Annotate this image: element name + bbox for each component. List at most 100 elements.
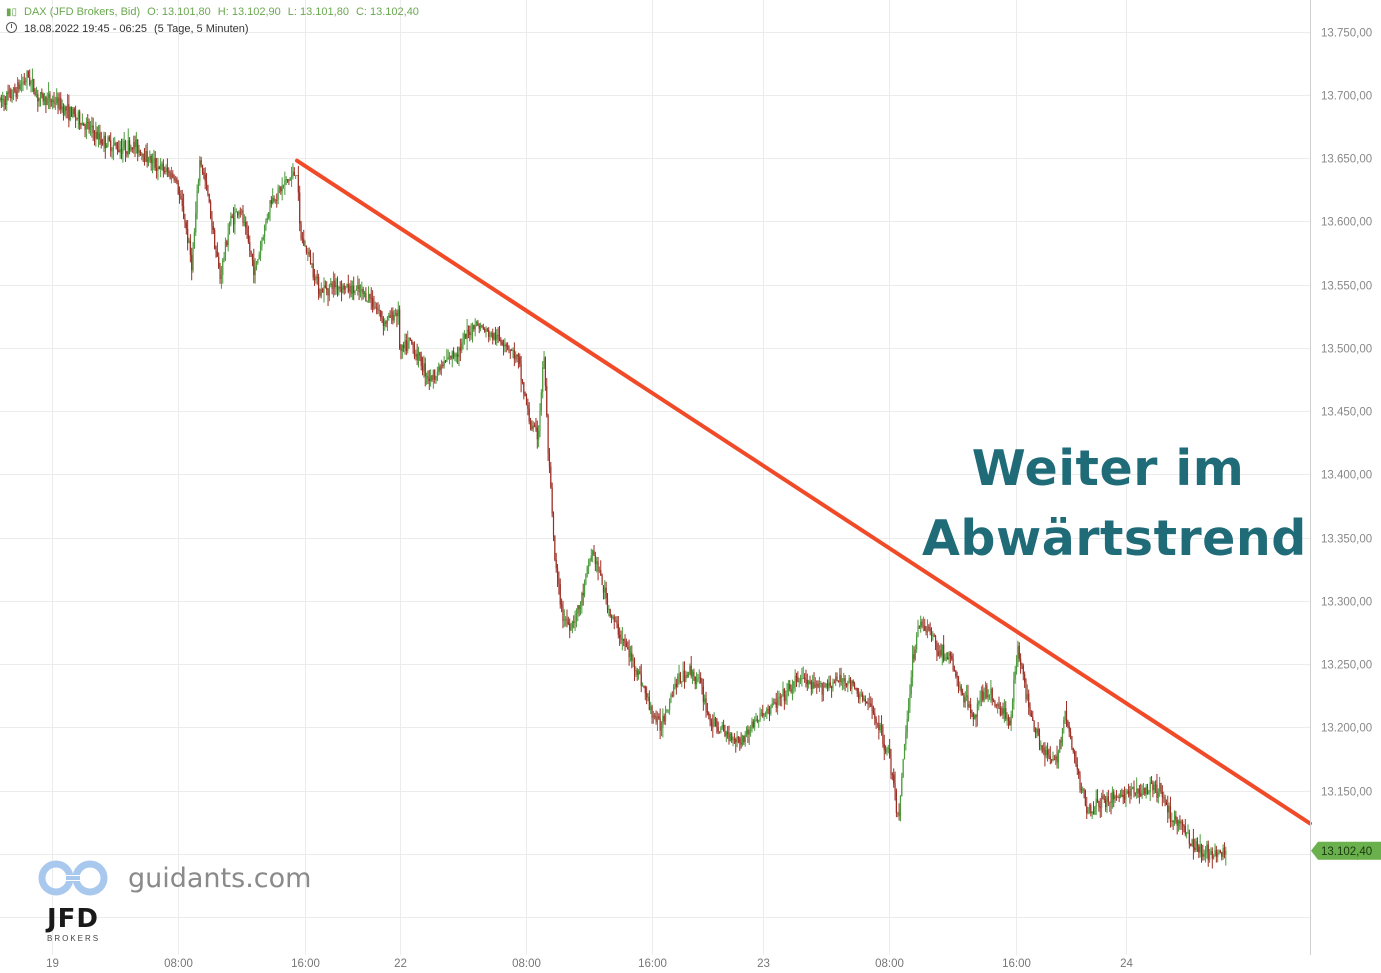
candle-body bbox=[1064, 710, 1066, 720]
y-tick-label: 13.300,00 bbox=[1321, 597, 1372, 609]
candle-body bbox=[1107, 796, 1109, 802]
candle-body bbox=[947, 657, 949, 660]
candle-body bbox=[1021, 664, 1023, 666]
candle-body bbox=[0, 98, 2, 100]
candle-body bbox=[840, 674, 842, 683]
candle-body bbox=[463, 333, 465, 340]
candle-body bbox=[131, 147, 133, 150]
candle-body bbox=[280, 187, 282, 192]
candle-body bbox=[853, 683, 856, 689]
candle-body bbox=[934, 635, 937, 644]
candle-body bbox=[188, 240, 190, 243]
candle-body bbox=[394, 312, 397, 315]
candle-body bbox=[1144, 788, 1146, 795]
candle-body bbox=[787, 683, 789, 691]
candle-body bbox=[1010, 714, 1012, 725]
candle-body bbox=[301, 237, 303, 239]
candle-body bbox=[99, 132, 101, 140]
candle-body bbox=[718, 731, 721, 733]
candle-body bbox=[770, 707, 772, 714]
candle-body bbox=[816, 684, 818, 686]
candle-body bbox=[1194, 847, 1196, 850]
candle-body bbox=[1018, 645, 1020, 659]
candle-body bbox=[164, 171, 166, 173]
candle-body bbox=[945, 657, 947, 659]
candle-body bbox=[567, 622, 569, 624]
candle-body bbox=[501, 341, 503, 345]
candle-body bbox=[399, 309, 401, 349]
candle-body bbox=[300, 223, 302, 238]
candle-body bbox=[180, 196, 182, 199]
candle-body bbox=[1159, 783, 1161, 792]
candle-body bbox=[768, 709, 771, 714]
candle-body bbox=[806, 680, 808, 685]
candle-body bbox=[551, 487, 553, 514]
candle-body bbox=[273, 197, 275, 201]
candle-body bbox=[324, 285, 326, 288]
candle-body bbox=[858, 693, 860, 699]
candle-body bbox=[214, 230, 216, 249]
candle-body bbox=[203, 172, 205, 175]
candle-body bbox=[292, 171, 294, 176]
candle-body bbox=[396, 312, 398, 317]
candle-body bbox=[293, 171, 295, 176]
candle-body bbox=[1024, 674, 1026, 683]
candle-body bbox=[345, 286, 347, 290]
candle-body bbox=[828, 682, 830, 689]
candle-body bbox=[608, 609, 610, 610]
candle-body bbox=[1142, 788, 1145, 791]
candle-body bbox=[370, 298, 372, 299]
candle-body bbox=[183, 205, 185, 219]
candle-body bbox=[586, 566, 588, 574]
candle-body bbox=[554, 535, 556, 560]
candle-body bbox=[619, 634, 621, 638]
candle-body bbox=[714, 718, 717, 720]
candle-body bbox=[793, 681, 795, 689]
candle-body bbox=[500, 339, 502, 342]
candle-body bbox=[813, 682, 815, 688]
candle-body bbox=[1177, 820, 1180, 826]
candle-body bbox=[991, 688, 993, 701]
candle-body bbox=[50, 101, 52, 103]
candle-body bbox=[415, 353, 417, 357]
candle-body bbox=[914, 649, 916, 660]
candle-body bbox=[73, 108, 75, 115]
candle-body bbox=[799, 678, 802, 682]
candle-body bbox=[66, 104, 69, 111]
candle-body bbox=[384, 321, 386, 326]
candle-body bbox=[143, 156, 146, 162]
candle-body bbox=[448, 355, 451, 358]
candle-body bbox=[1048, 754, 1050, 757]
candle-body bbox=[1119, 794, 1122, 799]
candle-body bbox=[138, 150, 140, 154]
candle-body bbox=[1195, 841, 1197, 850]
candle-body bbox=[1094, 806, 1096, 815]
candle-body bbox=[442, 365, 444, 366]
candle-body bbox=[682, 670, 684, 682]
candle-body bbox=[1190, 843, 1192, 846]
candle-body bbox=[929, 628, 931, 631]
candle-body bbox=[1199, 844, 1201, 853]
candle-body bbox=[107, 137, 109, 146]
candle-body bbox=[779, 696, 781, 698]
candle-body bbox=[327, 289, 329, 296]
candle-body bbox=[1218, 850, 1220, 853]
candle-body bbox=[601, 575, 603, 585]
candle-body bbox=[1001, 708, 1003, 715]
candle-body bbox=[936, 643, 938, 652]
candle-body bbox=[242, 210, 244, 223]
candle-body bbox=[319, 293, 321, 296]
candle-body bbox=[898, 812, 900, 816]
candle-body bbox=[1096, 798, 1099, 802]
candle-body bbox=[484, 329, 486, 332]
candle-body bbox=[505, 344, 507, 347]
candle-body bbox=[781, 695, 783, 698]
candle-body bbox=[705, 698, 707, 711]
candle-body bbox=[8, 89, 11, 94]
candle-body bbox=[373, 306, 375, 309]
candle-body bbox=[694, 676, 696, 685]
candle-body bbox=[504, 344, 506, 347]
candle-body bbox=[979, 697, 981, 702]
candle-body bbox=[527, 405, 529, 409]
